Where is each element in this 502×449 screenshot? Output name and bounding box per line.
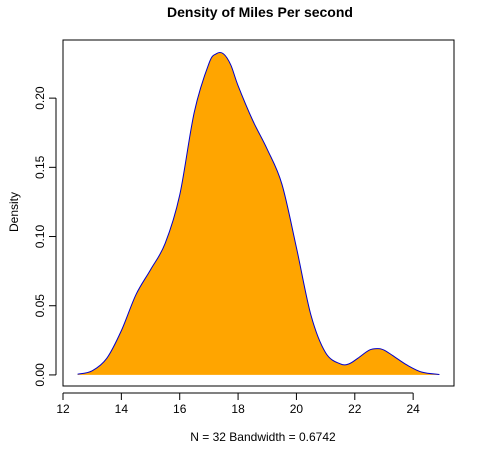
x-tick-label: 12 bbox=[56, 402, 70, 416]
x-axis: 12 14 16 18 20 22 24 bbox=[56, 392, 420, 416]
x-tick-label: 20 bbox=[290, 402, 304, 416]
chart-title: Density of Miles Per second bbox=[167, 4, 353, 20]
plot-frame bbox=[62, 39, 455, 387]
y-axis-label: Density bbox=[7, 192, 21, 232]
x-tick-label: 18 bbox=[231, 402, 245, 416]
density-area bbox=[77, 52, 440, 375]
x-tick-label: 16 bbox=[173, 402, 187, 416]
x-axis-label: N = 32 Bandwidth = 0.6742 bbox=[190, 430, 336, 444]
y-tick-label: 0.10 bbox=[33, 225, 47, 249]
x-tick-label: 24 bbox=[406, 402, 420, 416]
y-tick-label: 0.20 bbox=[33, 86, 47, 110]
y-tick-label: 0.00 bbox=[33, 363, 47, 387]
y-tick-label: 0.15 bbox=[33, 155, 47, 179]
x-tick-label: 14 bbox=[115, 402, 129, 416]
x-tick-label: 22 bbox=[348, 402, 362, 416]
y-axis: 0.00 0.05 0.10 0.15 0.20 bbox=[33, 86, 57, 387]
density-line bbox=[77, 52, 440, 376]
y-tick-label: 0.05 bbox=[33, 294, 47, 318]
